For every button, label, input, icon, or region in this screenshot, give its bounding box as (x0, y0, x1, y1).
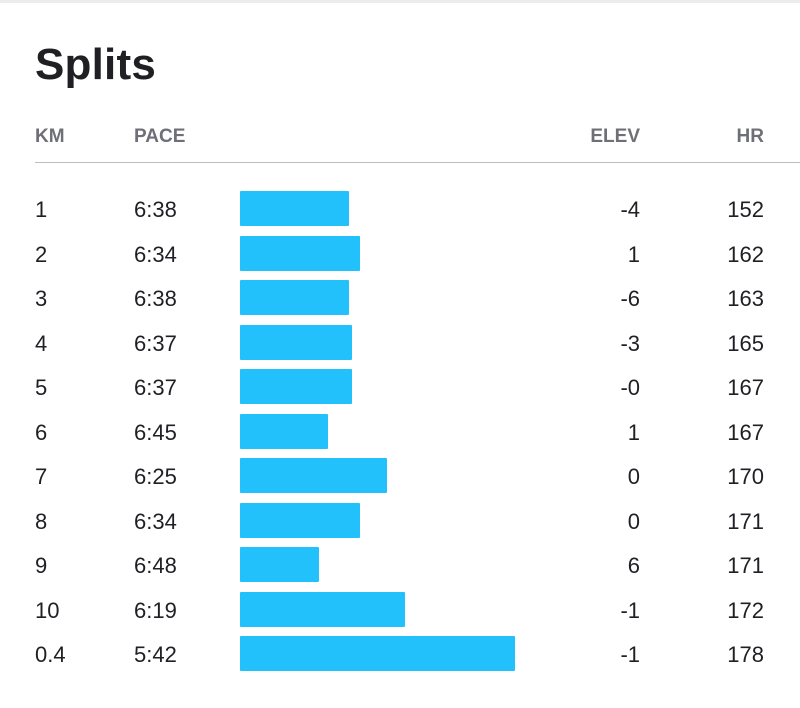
split-row: 0.4 5:42 -1 178 (0, 633, 800, 678)
split-elev: -1 (620, 642, 640, 667)
split-elev: 1 (627, 419, 640, 445)
split-elev: -3 (620, 330, 640, 356)
header-elev: ELEV (590, 126, 640, 147)
top-rule (0, 0, 800, 3)
split-hr: 163 (727, 286, 764, 311)
splits-list: 1 6:38 -4 152 2 6:34 1 162 3 6:38 -6 163 4 6:37 -3 165 5… (0, 188, 800, 678)
header-divider (35, 162, 800, 163)
split-row: 10 6:19 -1 172 (0, 589, 800, 634)
split-km: 10 (35, 597, 60, 623)
split-pace: 6:34 (134, 241, 177, 267)
split-row: 9 6:48 6 171 (0, 544, 800, 589)
split-hr: 167 (727, 375, 764, 400)
split-km: 2 (35, 241, 48, 267)
split-hr: 172 (727, 597, 764, 623)
split-km: 9 (35, 553, 48, 578)
pace-bar (240, 413, 328, 449)
split-row: 2 6:34 1 162 (0, 233, 800, 278)
split-hr: 167 (727, 419, 764, 445)
split-row: 3 6:38 -6 163 (0, 277, 800, 322)
split-row: 6 6:45 1 167 (0, 411, 800, 456)
split-elev: -6 (620, 286, 640, 311)
split-pace: 6:48 (134, 553, 177, 578)
split-km: 4 (35, 330, 48, 356)
pace-bar (240, 502, 360, 538)
split-km: 0.4 (35, 642, 66, 667)
split-row: 5 6:37 -0 167 (0, 366, 800, 411)
pace-bar (240, 280, 349, 315)
splits-header: KM PACE ELEV HR (0, 126, 800, 150)
split-elev: -0 (620, 375, 640, 400)
pace-bar (240, 324, 352, 360)
header-pace: PACE (134, 126, 186, 147)
split-row: 7 6:25 0 170 (0, 455, 800, 500)
split-elev: -1 (620, 597, 640, 623)
split-hr: 162 (727, 241, 764, 267)
split-pace: 6:25 (134, 464, 177, 489)
header-km: KM (35, 126, 65, 147)
split-elev: 6 (627, 553, 640, 578)
split-pace: 6:37 (134, 375, 177, 400)
pace-bar (240, 235, 360, 271)
pace-bar (240, 547, 319, 582)
split-hr: 152 (727, 197, 764, 222)
split-elev: -4 (620, 197, 640, 222)
split-hr: 165 (727, 330, 764, 356)
split-hr: 178 (727, 642, 764, 667)
pace-bar (240, 369, 352, 404)
split-row: 1 6:38 -4 152 (0, 188, 800, 233)
split-elev: 0 (627, 464, 640, 489)
split-pace: 6:45 (134, 419, 177, 445)
split-pace: 6:19 (134, 597, 177, 623)
pace-bar (240, 591, 405, 627)
split-row: 8 6:34 0 171 (0, 500, 800, 545)
split-km: 7 (35, 464, 48, 489)
pace-bar (240, 458, 387, 493)
split-km: 8 (35, 508, 48, 534)
pace-bar (240, 636, 515, 671)
pace-bar (240, 191, 349, 226)
split-km: 1 (35, 197, 48, 222)
split-row: 4 6:37 -3 165 (0, 322, 800, 367)
split-pace: 5:42 (134, 642, 177, 667)
split-km: 6 (35, 419, 48, 445)
split-pace: 6:38 (134, 286, 177, 311)
split-km: 3 (35, 286, 48, 311)
split-elev: 1 (627, 241, 640, 267)
split-pace: 6:34 (134, 508, 177, 534)
page-title: Splits (35, 40, 156, 89)
split-hr: 170 (727, 464, 764, 489)
split-hr: 171 (727, 553, 764, 578)
split-pace: 6:38 (134, 197, 177, 222)
split-km: 5 (35, 375, 48, 400)
split-hr: 171 (727, 508, 764, 534)
split-pace: 6:37 (134, 330, 177, 356)
split-elev: 0 (627, 508, 640, 534)
header-hr: HR (736, 126, 764, 147)
